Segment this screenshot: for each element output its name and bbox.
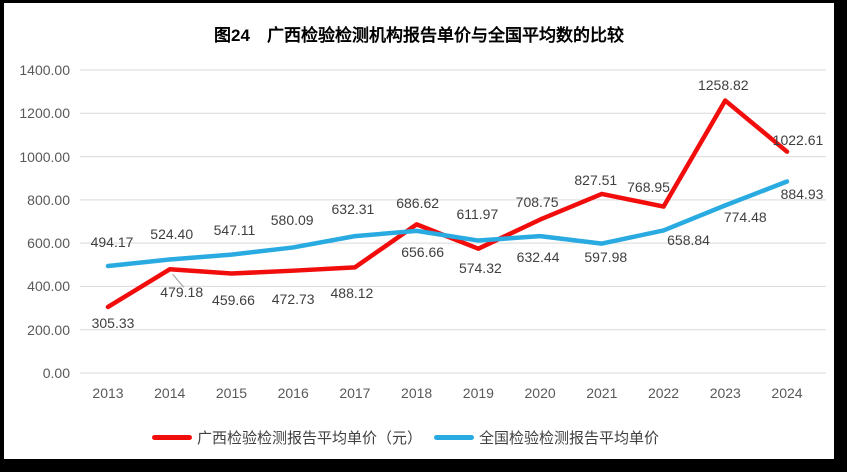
data-label-national-2021: 597.98: [584, 248, 628, 265]
data-label-guangxi-2019: 574.32: [458, 259, 502, 276]
x-tick-label-2018: 2018: [401, 385, 433, 401]
data-label-national-2013: 494.17: [90, 234, 134, 251]
y-tick-label-0.00: 0.00: [42, 365, 70, 381]
x-tick-label-2017: 2017: [339, 385, 371, 401]
data-label-guangxi-2020: 708.75: [515, 193, 559, 210]
y-tick-label-800.00: 800.00: [27, 191, 70, 208]
x-tick-label-2024: 2024: [771, 385, 803, 401]
legend-item-national: 全国检验检测报告平均单价: [434, 427, 659, 448]
x-tick-label-2022: 2022: [647, 385, 680, 401]
data-label-guangxi-2023: 1258.82: [697, 76, 749, 93]
data-label-national-2023: 774.48: [723, 209, 767, 226]
chart-canvas: 图24 广西检验检测机构报告单价与全国平均数的比较 0.00 200.00 400.…: [4, 3, 834, 459]
data-label-leader-line: [172, 273, 185, 288]
data-label-guangxi-2021: 827.51: [574, 171, 618, 188]
legend-swatch-guangxi: [152, 435, 192, 440]
data-label-national-2019: 611.97: [456, 205, 499, 222]
x-tick-label-2023: 2023: [709, 385, 741, 401]
data-label-guangxi-2014: 479.18: [160, 284, 204, 301]
chart-title: 图24 广西检验检测机构报告单价与全国平均数的比较: [214, 26, 624, 45]
data-label-national-2020: 632.44: [516, 249, 560, 266]
y-tick-label-600.00: 600.00: [27, 235, 70, 252]
y-tick-label-200.00: 200.00: [27, 321, 70, 338]
y-tick-label-1200.00: 1200.00: [19, 105, 70, 122]
x-tick-label-2015: 2015: [215, 385, 248, 401]
data-label-guangxi-2016: 472.73: [271, 290, 315, 307]
data-label-national-2022: 658.84: [667, 232, 710, 249]
legend-label-national: 全国检验检测报告平均单价: [479, 430, 660, 447]
data-label-guangxi-2018: 686.62: [396, 195, 440, 212]
x-tick-label-2016: 2016: [277, 385, 309, 401]
x-tick-label-2021: 2021: [586, 385, 618, 401]
x-tick-label-2019: 2019: [462, 385, 494, 401]
legend-swatch-national: [434, 435, 475, 440]
data-label-national-2018: 656.66: [401, 243, 445, 260]
line-chart-plot: [80, 69, 826, 374]
data-label-national-2015: 547.11: [213, 221, 256, 238]
y-tick-label-1000.00: 1000.00: [19, 148, 70, 165]
y-tick-label-400.00: 400.00: [27, 278, 70, 295]
y-tick-label-1400.00: 1400.00: [19, 62, 70, 78]
data-label-guangxi-2024: 1022.61: [772, 131, 824, 148]
data-label-national-2014: 524.40: [150, 225, 194, 242]
x-tick-label-2020: 2020: [524, 385, 556, 401]
data-label-guangxi-2022: 768.95: [627, 178, 670, 195]
legend-item-guangxi: 广西检验检测报告平均单价（元）: [152, 427, 422, 448]
data-label-national-2016: 580.09: [270, 212, 314, 229]
series-line-guangxi: [105, 98, 790, 310]
legend-label-guangxi: 广西检验检测报告平均单价（元）: [197, 430, 423, 447]
data-label-guangxi-2015: 459.66: [212, 291, 255, 308]
series-line-national: [105, 179, 790, 269]
x-tick-label-2014: 2014: [154, 385, 186, 401]
data-label-national-2024: 884.93: [780, 186, 824, 203]
chart-legend: 广西检验检测报告平均单价（元） 全国检验检测报告平均单价: [152, 427, 659, 448]
data-label-guangxi-2013: 305.33: [91, 314, 135, 331]
data-label-guangxi-2017: 488.12: [330, 285, 374, 302]
data-label-national-2017: 632.31: [331, 201, 375, 218]
x-tick-label-2013: 2013: [92, 385, 124, 401]
